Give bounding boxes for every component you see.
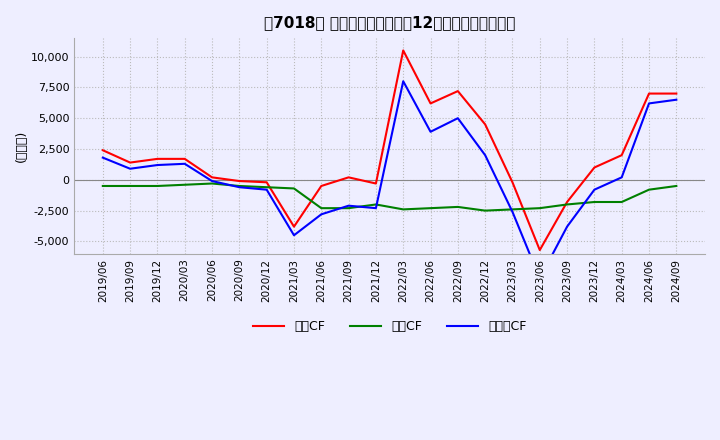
フリーCF (454, 116, 462, 121)
フリーCF (235, 184, 243, 190)
営業CF (454, 88, 462, 94)
投資CF (481, 208, 490, 213)
フリーCF (644, 101, 653, 106)
営業CF (153, 156, 162, 161)
営業CF (317, 183, 325, 189)
投資CF (153, 183, 162, 189)
営業CF (563, 199, 572, 205)
営業CF (590, 165, 599, 170)
フリーCF (262, 187, 271, 192)
営業CF (399, 48, 408, 53)
営業CF (99, 147, 107, 153)
フリーCF (208, 178, 217, 183)
投資CF (344, 205, 353, 211)
投資CF (181, 182, 189, 187)
Y-axis label: (百万円): (百万円) (15, 130, 28, 162)
フリーCF (317, 212, 325, 217)
フリーCF (563, 224, 572, 229)
投資CF (126, 183, 135, 189)
フリーCF (372, 205, 380, 211)
営業CF (344, 175, 353, 180)
フリーCF (481, 153, 490, 158)
投資CF (617, 199, 626, 205)
フリーCF (126, 166, 135, 171)
営業CF (426, 101, 435, 106)
営業CF (372, 181, 380, 186)
営業CF (644, 91, 653, 96)
営業CF (181, 156, 189, 161)
投資CF (289, 186, 298, 191)
Line: 営業CF: 営業CF (103, 51, 676, 250)
投資CF (454, 204, 462, 209)
営業CF (617, 153, 626, 158)
フリーCF (426, 129, 435, 134)
フリーCF (508, 209, 517, 214)
営業CF (289, 224, 298, 229)
フリーCF (181, 161, 189, 166)
営業CF (126, 160, 135, 165)
フリーCF (153, 162, 162, 168)
Line: フリーCF: フリーCF (103, 81, 676, 279)
投資CF (235, 183, 243, 189)
投資CF (508, 207, 517, 212)
営業CF (672, 91, 680, 96)
Line: 投資CF: 投資CF (103, 183, 676, 211)
Legend: 営業CF, 投資CF, フリーCF: 営業CF, 投資CF, フリーCF (248, 315, 531, 338)
投資CF (317, 205, 325, 211)
投資CF (563, 202, 572, 207)
投資CF (672, 183, 680, 189)
投資CF (262, 184, 271, 190)
営業CF (235, 178, 243, 183)
フリーCF (99, 155, 107, 160)
営業CF (208, 175, 217, 180)
投資CF (399, 207, 408, 212)
投資CF (644, 187, 653, 192)
投資CF (99, 183, 107, 189)
営業CF (262, 180, 271, 185)
営業CF (481, 122, 490, 127)
投資CF (426, 205, 435, 211)
フリーCF (399, 79, 408, 84)
営業CF (508, 180, 517, 185)
営業CF (536, 247, 544, 253)
投資CF (372, 202, 380, 207)
フリーCF (672, 97, 680, 103)
フリーCF (344, 203, 353, 208)
Title: 【7018】 キャッシュフローの12か月移動合計の推移: 【7018】 キャッシュフローの12か月移動合計の推移 (264, 15, 516, 30)
フリーCF (617, 175, 626, 180)
フリーCF (536, 276, 544, 281)
投資CF (536, 205, 544, 211)
フリーCF (289, 233, 298, 238)
フリーCF (590, 187, 599, 192)
投資CF (208, 181, 217, 186)
投資CF (590, 199, 599, 205)
